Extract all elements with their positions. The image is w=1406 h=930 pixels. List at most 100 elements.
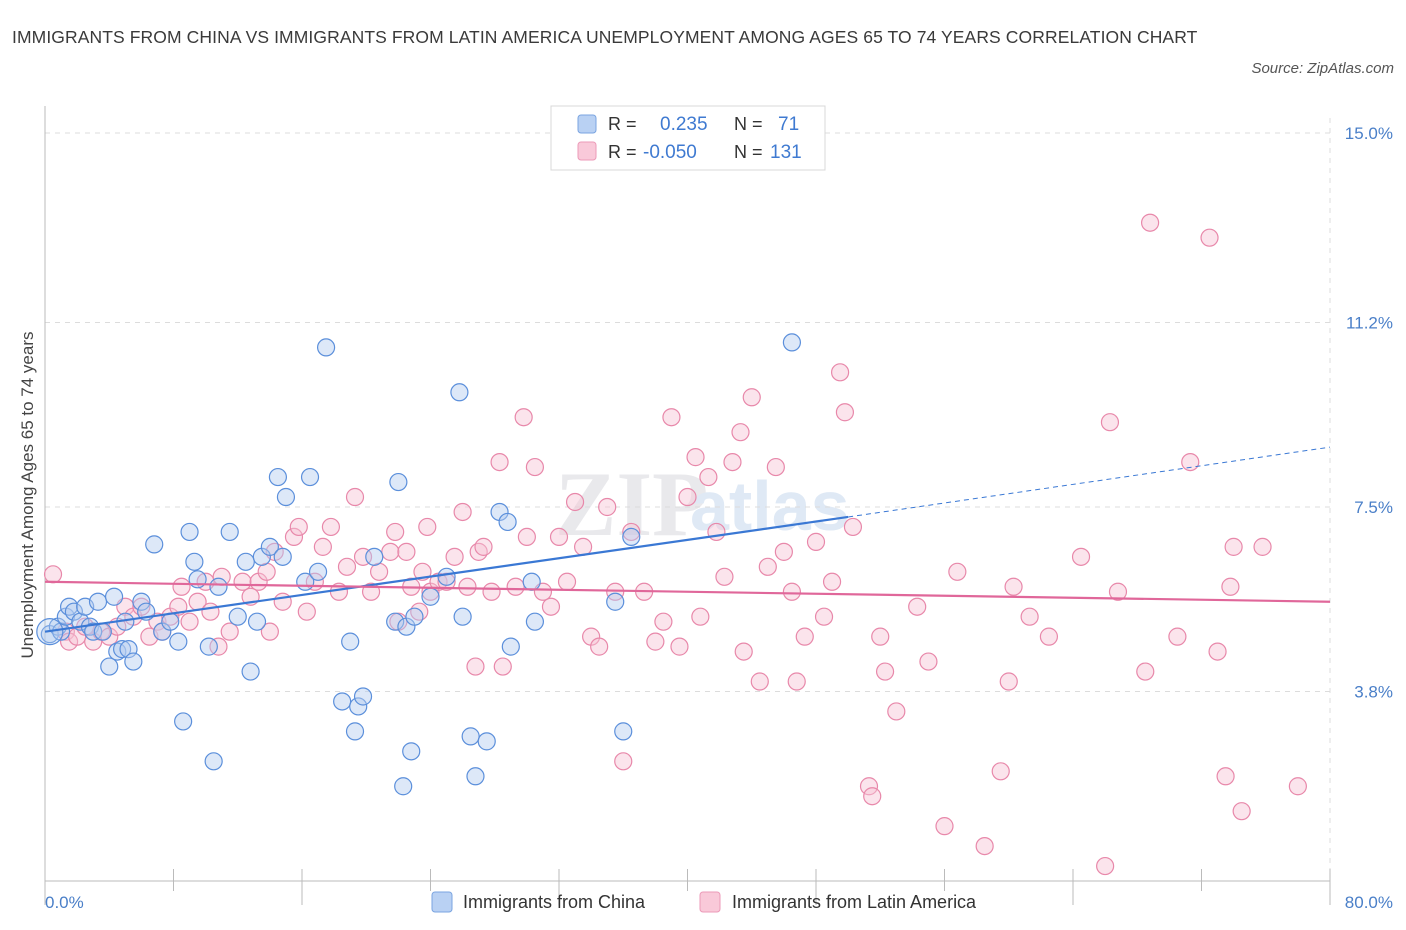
latin-america-point xyxy=(209,637,228,656)
latin-america-point xyxy=(573,537,593,556)
latin-america-point xyxy=(1216,767,1235,786)
china-point xyxy=(405,607,424,626)
china-point xyxy=(108,642,127,661)
china-point xyxy=(402,742,421,761)
latin-america-point xyxy=(622,522,641,542)
latin-america-point xyxy=(806,532,826,551)
latin-america-point xyxy=(490,452,509,472)
latin-america-point xyxy=(397,542,416,561)
latin-america-point xyxy=(686,448,705,467)
latin-america-point xyxy=(948,562,967,581)
china-point xyxy=(450,383,469,402)
tick-labels: 3.8% 7.5% 11.2% 15.0% 0.0% 80.0% xyxy=(45,124,1393,912)
legend-bottom-label-latin-america: Immigrants from Latin America xyxy=(732,892,977,912)
china-point xyxy=(453,607,472,626)
china-point xyxy=(276,487,296,507)
china-trend-line-extended xyxy=(848,446,1331,518)
legend-n-value-china: 71 xyxy=(778,114,799,135)
china-point xyxy=(174,712,193,731)
china-point xyxy=(466,767,485,786)
latin-america-point xyxy=(859,777,879,796)
china-point xyxy=(498,512,517,532)
latin-america-point xyxy=(1208,642,1227,661)
legend-r-value-latin-america: -0.050 xyxy=(643,142,697,163)
latin-america-point xyxy=(646,632,665,651)
latin-america-point xyxy=(875,662,895,681)
china-point xyxy=(180,522,199,542)
chart-title: IMMIGRANTS FROM CHINA VS IMMIGRANTS FROM… xyxy=(12,27,1198,47)
y-tick-label: 7.5% xyxy=(1354,498,1393,517)
latin-america-point xyxy=(514,408,533,427)
latin-america-point xyxy=(1108,582,1128,601)
latin-america-point xyxy=(233,572,252,591)
latin-america-point xyxy=(830,363,850,382)
legend-r-label-china: R = xyxy=(608,114,637,134)
latin-america-point xyxy=(458,577,477,596)
china-point xyxy=(622,527,641,547)
china-points xyxy=(36,333,802,796)
china-point xyxy=(209,577,228,596)
latin-america-point xyxy=(723,452,742,472)
latin-america-point xyxy=(766,457,785,477)
china-point xyxy=(501,637,520,656)
legend-swatch-china xyxy=(577,114,597,134)
latin-america-point xyxy=(337,557,357,576)
legend-n-value-latin-america: 131 xyxy=(770,142,802,163)
china-point xyxy=(220,522,239,542)
china-point xyxy=(437,567,456,586)
latin-america-point xyxy=(1071,547,1091,566)
china-point xyxy=(614,722,633,741)
latin-america-point xyxy=(180,612,199,631)
legend-bottom-label-china: Immigrants from China xyxy=(463,892,646,912)
latin-america-point xyxy=(1096,856,1115,876)
latin-america-point xyxy=(1168,627,1187,646)
latin-america-point xyxy=(565,492,585,512)
latin-america-point xyxy=(774,542,793,561)
latin-america-point xyxy=(707,522,726,542)
latin-america-point xyxy=(787,672,806,691)
latin-america-point xyxy=(758,557,777,576)
latin-america-point xyxy=(843,517,863,537)
latin-america-point xyxy=(1100,413,1120,432)
china-point xyxy=(112,640,132,659)
latin-america-point xyxy=(381,542,400,561)
china-point xyxy=(341,632,360,651)
latin-america-point xyxy=(386,522,405,542)
latin-america-point xyxy=(1224,537,1243,556)
china-point xyxy=(365,547,384,566)
latin-america-point xyxy=(474,537,493,556)
latin-america-point xyxy=(590,637,609,656)
legend-bottom: Immigrants from China Immigrants from La… xyxy=(431,891,977,913)
latin-america-point xyxy=(525,457,545,477)
latin-america-point xyxy=(445,547,464,566)
china-point xyxy=(88,592,108,611)
latin-america-point xyxy=(321,517,341,537)
china-point xyxy=(477,732,496,751)
latin-america-point xyxy=(678,487,697,507)
latin-america-point xyxy=(1221,577,1240,596)
x-tick-label: 0.0% xyxy=(45,893,84,912)
china-point xyxy=(522,572,541,591)
legend-n-label-latin-america: N = xyxy=(734,142,763,162)
latin-america-point xyxy=(297,602,316,621)
y-tick-label: 11.2% xyxy=(1346,313,1393,332)
china-point xyxy=(132,592,151,611)
china-point xyxy=(421,587,440,606)
china-trend-line xyxy=(44,515,849,633)
latin-america-point xyxy=(289,517,308,537)
latin-america-point xyxy=(991,762,1010,781)
latin-america-point xyxy=(517,527,536,547)
latin-america-point xyxy=(999,672,1018,691)
latin-america-point xyxy=(715,567,734,586)
legend-top: R = 0.235 N = 71 R = -0.050 N = 131 xyxy=(550,105,826,171)
latin-america-point xyxy=(549,527,569,547)
latin-america-point xyxy=(871,627,890,646)
china-point xyxy=(333,692,352,711)
china-point xyxy=(204,752,223,771)
china-point xyxy=(247,612,267,631)
china-point xyxy=(260,537,279,556)
legend-swatch-latin-america xyxy=(577,141,597,161)
china-point xyxy=(394,777,413,796)
latin-america-point xyxy=(418,517,437,537)
